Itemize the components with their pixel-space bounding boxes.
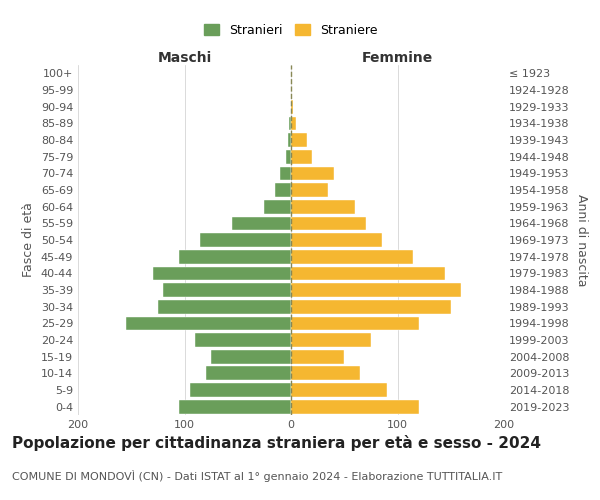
Bar [291,250,413,264]
Legend: Stranieri, Straniere: Stranieri, Straniere [199,19,383,42]
Bar [291,166,334,180]
Y-axis label: Anni di nascita: Anni di nascita [575,194,588,286]
Bar [179,250,291,264]
Bar [291,150,313,164]
Bar [288,133,291,147]
Bar [291,266,445,280]
Text: Maschi: Maschi [157,51,212,65]
Bar [291,183,328,197]
Text: Popolazione per cittadinanza straniera per età e sesso - 2024: Popolazione per cittadinanza straniera p… [12,435,541,451]
Bar [280,166,291,180]
Bar [291,316,419,330]
Bar [291,133,307,147]
Bar [163,283,291,297]
Bar [126,316,291,330]
Bar [275,183,291,197]
Bar [211,350,291,364]
Bar [200,233,291,247]
Bar [291,366,360,380]
Bar [152,266,291,280]
Text: Femmine: Femmine [362,51,433,65]
Bar [291,300,451,314]
Bar [195,333,291,347]
Bar [190,383,291,397]
Bar [291,383,387,397]
Bar [291,283,461,297]
Bar [158,300,291,314]
Bar [206,366,291,380]
Bar [291,333,371,347]
Bar [286,150,291,164]
Bar [291,216,365,230]
Bar [291,233,382,247]
Bar [291,350,344,364]
Bar [265,200,291,213]
Text: COMUNE DI MONDOVÌ (CN) - Dati ISTAT al 1° gennaio 2024 - Elaborazione TUTTITALIA: COMUNE DI MONDOVÌ (CN) - Dati ISTAT al 1… [12,470,502,482]
Bar [291,100,293,114]
Bar [291,116,296,130]
Bar [179,400,291,413]
Bar [291,400,419,413]
Bar [289,116,291,130]
Bar [291,200,355,213]
Y-axis label: Fasce di età: Fasce di età [22,202,35,278]
Bar [232,216,291,230]
